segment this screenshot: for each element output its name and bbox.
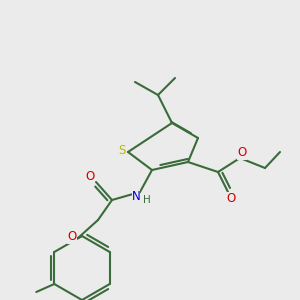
- Text: H: H: [143, 195, 151, 205]
- Text: O: O: [68, 230, 76, 244]
- Text: S: S: [118, 143, 126, 157]
- Text: O: O: [85, 170, 94, 184]
- Text: O: O: [237, 146, 247, 160]
- Text: N: N: [132, 190, 140, 202]
- Text: O: O: [226, 191, 236, 205]
